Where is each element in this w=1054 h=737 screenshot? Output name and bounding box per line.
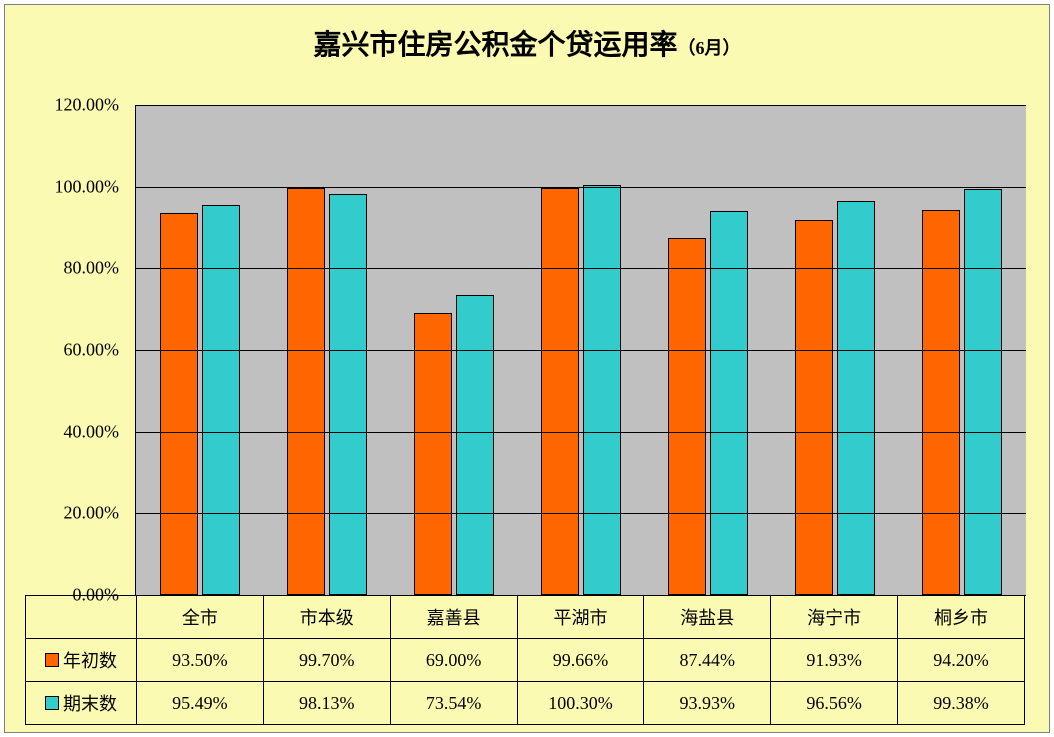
- bar-年初数-嘉善县: [414, 313, 452, 595]
- bar-期末数-海宁市: [837, 201, 875, 595]
- category-label: 桐乡市: [898, 596, 1025, 639]
- bar-期末数-平湖市: [583, 185, 621, 595]
- series-legend-cell: 期末数: [26, 682, 137, 725]
- category-label: 海盐县: [644, 596, 771, 639]
- data-table: 全市市本级嘉善县平湖市海盐县海宁市桐乡市年初数 93.50%99.70%69.00…: [25, 595, 1025, 725]
- title-main: 嘉兴市住房公积金个贷运用率: [313, 30, 677, 61]
- data-cell: 93.50%: [137, 639, 264, 682]
- gridline: [136, 432, 1026, 433]
- bar-年初数-市本级: [287, 188, 325, 595]
- y-tick-label: 80.00%: [19, 258, 119, 279]
- legend-label: 年初数: [63, 651, 117, 671]
- y-tick-label: 100.00%: [19, 176, 119, 197]
- data-cell: 99.38%: [898, 682, 1025, 725]
- bar-年初数-平湖市: [541, 188, 579, 595]
- bar-期末数-桐乡市: [964, 189, 1002, 595]
- data-cell: 94.20%: [898, 639, 1025, 682]
- legend-swatch-icon: [45, 696, 59, 710]
- bar-期末数-市本级: [329, 194, 367, 595]
- data-cell: 100.30%: [517, 682, 644, 725]
- data-cell: 69.00%: [390, 639, 517, 682]
- data-cell: 87.44%: [644, 639, 771, 682]
- table-row-categories: 全市市本级嘉善县平湖市海盐县海宁市桐乡市: [26, 596, 1025, 639]
- category-label: 嘉善县: [390, 596, 517, 639]
- chart-container: 嘉兴市住房公积金个贷运用率（6月） 0.00%20.00%40.00%60.00…: [0, 0, 1054, 737]
- plot-area: [135, 105, 1026, 596]
- y-tick-label: 40.00%: [19, 421, 119, 442]
- y-tick-label: 120.00%: [19, 95, 119, 116]
- bar-年初数-海盐县: [668, 238, 706, 595]
- data-cell: 95.49%: [137, 682, 264, 725]
- data-cell: 99.70%: [263, 639, 390, 682]
- category-label: 平湖市: [517, 596, 644, 639]
- chart-background: 嘉兴市住房公积金个贷运用率（6月） 0.00%20.00%40.00%60.00…: [4, 4, 1050, 733]
- y-tick-label: 60.00%: [19, 340, 119, 361]
- legend-swatch-icon: [45, 653, 59, 667]
- bar-期末数-嘉善县: [456, 295, 494, 595]
- bar-年初数-全市: [160, 213, 198, 595]
- gridline: [136, 105, 1026, 106]
- gridline: [136, 513, 1026, 514]
- category-label: 海宁市: [771, 596, 898, 639]
- gridline: [136, 268, 1026, 269]
- category-label: 全市: [137, 596, 264, 639]
- title-sub: （6月）: [678, 38, 741, 58]
- table-row-series: 期末数 95.49%98.13%73.54%100.30%93.93%96.56%…: [26, 682, 1025, 725]
- data-cell: 91.93%: [771, 639, 898, 682]
- series-legend-cell: 年初数: [26, 639, 137, 682]
- data-cell: 98.13%: [263, 682, 390, 725]
- table-corner-blank: [26, 596, 137, 639]
- table-row-series: 年初数 93.50%99.70%69.00%99.66%87.44%91.93%9…: [26, 639, 1025, 682]
- category-label: 市本级: [263, 596, 390, 639]
- chart-title: 嘉兴市住房公积金个贷运用率（6月）: [5, 23, 1049, 63]
- gridline: [136, 187, 1026, 188]
- legend-label: 期末数: [63, 694, 117, 714]
- bar-期末数-全市: [202, 205, 240, 595]
- y-tick-label: 20.00%: [19, 503, 119, 524]
- data-cell: 96.56%: [771, 682, 898, 725]
- bar-年初数-海宁市: [795, 220, 833, 595]
- data-cell: 99.66%: [517, 639, 644, 682]
- gridline: [136, 350, 1026, 351]
- data-cell: 73.54%: [390, 682, 517, 725]
- data-cell: 93.93%: [644, 682, 771, 725]
